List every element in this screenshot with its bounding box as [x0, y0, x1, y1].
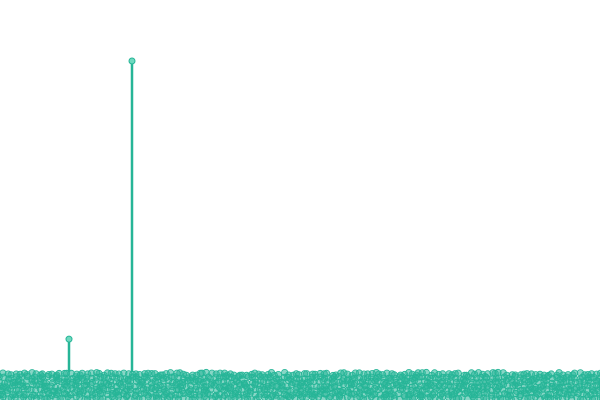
- stem-marker-2: [128, 57, 136, 65]
- baseline-marker: [470, 394, 478, 400]
- baseline-marker: [347, 394, 355, 400]
- baseline-marker: [410, 393, 418, 400]
- baseline-marker: [46, 394, 54, 400]
- baseline-markers: [0, 368, 600, 400]
- baseline-marker: [54, 376, 63, 385]
- baseline-marker: [138, 395, 147, 400]
- stems: [65, 57, 136, 372]
- baseline-marker: [590, 395, 599, 400]
- stem-marker-1: [65, 335, 73, 343]
- baseline-marker: [499, 395, 507, 400]
- baseline-marker: [418, 393, 426, 400]
- baseline-marker: [439, 393, 447, 400]
- baseline-marker: [202, 395, 210, 400]
